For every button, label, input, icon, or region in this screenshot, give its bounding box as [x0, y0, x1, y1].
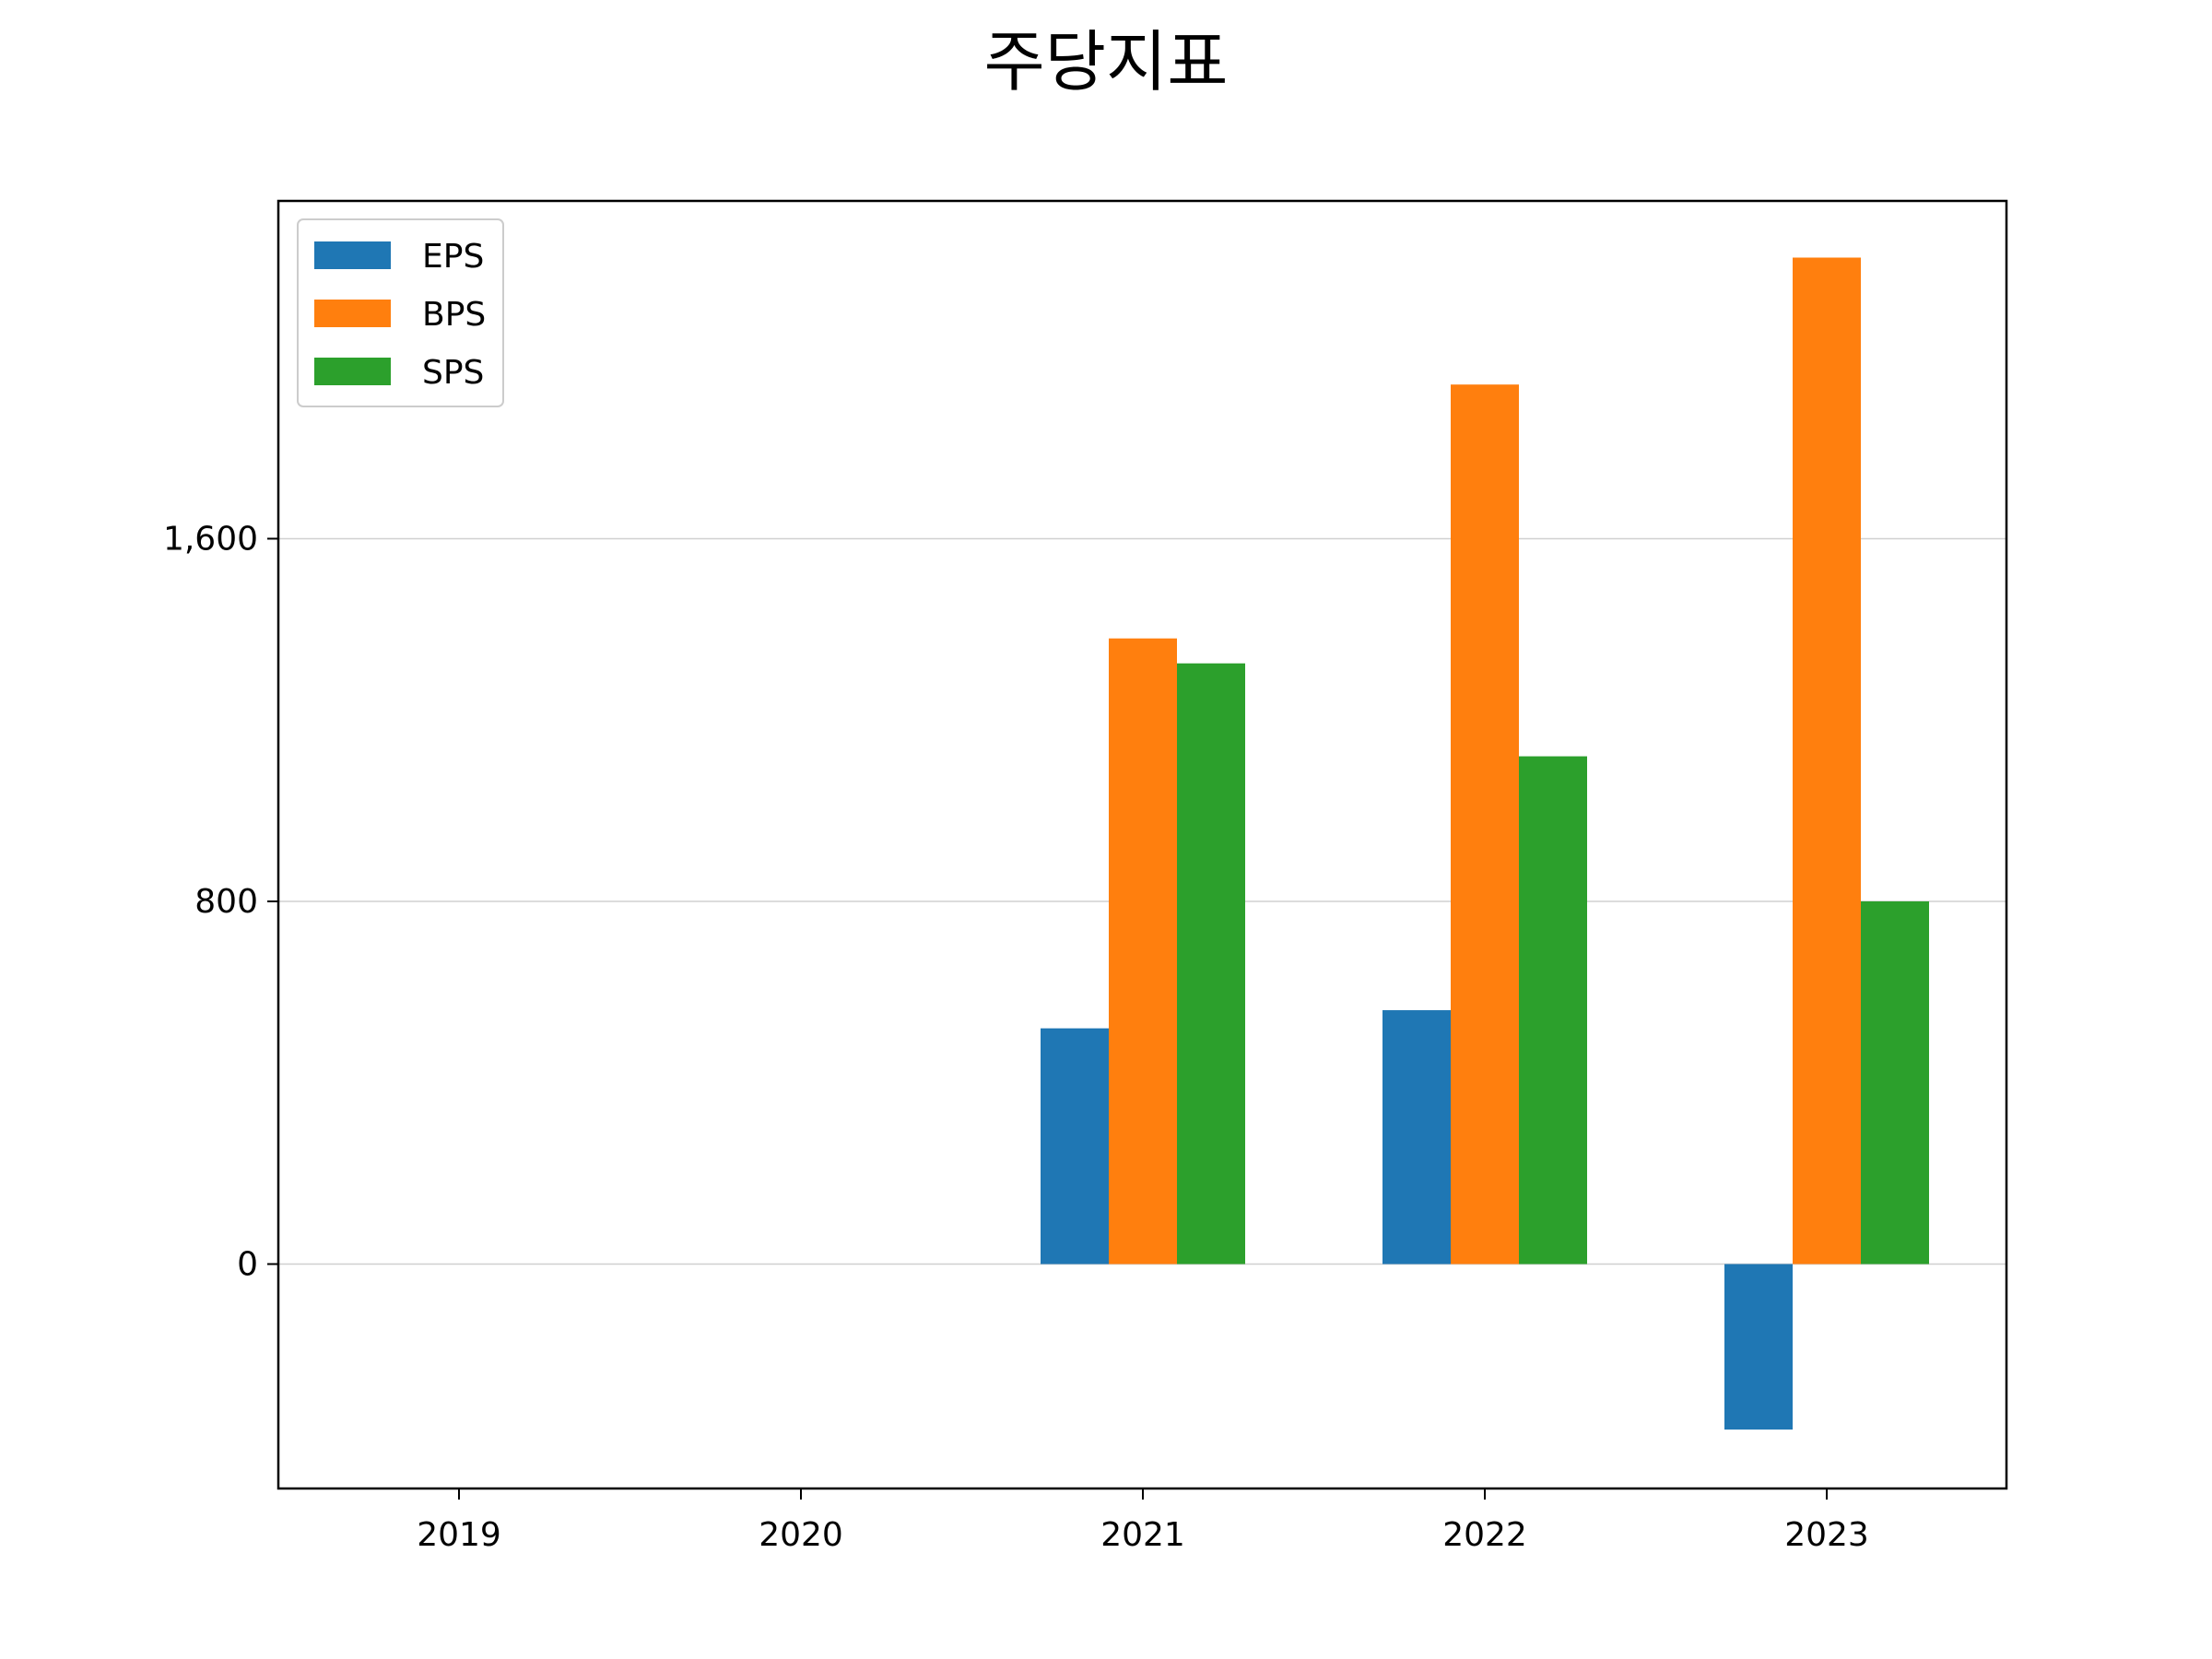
legend-label-bps: BPS: [422, 296, 486, 334]
bars: [1041, 257, 1929, 1430]
legend: EPS BPS SPS: [297, 218, 504, 407]
y-tick-label: 0: [237, 1246, 258, 1284]
bar-bps-2021: [1109, 638, 1177, 1265]
y-tick-label: 800: [194, 883, 258, 921]
x-tick-label: 2020: [759, 1516, 843, 1554]
bar-eps-2023: [1724, 1264, 1793, 1430]
x-tick-label: 2019: [417, 1516, 501, 1554]
chart-title: 주당지표: [984, 23, 1229, 100]
legend-label-sps: SPS: [422, 354, 484, 392]
x-axis: 2019 2020 2021 2022 2023: [417, 1488, 1869, 1554]
bar-sps-2021: [1177, 663, 1245, 1265]
x-tick-label: 2022: [1442, 1516, 1527, 1554]
bar-bps-2023: [1793, 257, 1861, 1265]
legend-swatch-sps: [314, 358, 391, 385]
bar-bps-2022: [1451, 384, 1519, 1265]
legend-swatch-eps: [314, 241, 391, 269]
bar-sps-2022: [1519, 756, 1587, 1265]
legend-label-eps: EPS: [422, 238, 484, 276]
legend-swatch-bps: [314, 300, 391, 327]
bar-eps-2021: [1041, 1028, 1109, 1265]
y-tick-label: 1,600: [163, 520, 258, 558]
y-axis: 0 800 1,600: [163, 520, 278, 1284]
x-tick-label: 2023: [1784, 1516, 1869, 1554]
bar-eps-2022: [1382, 1010, 1451, 1265]
bar-sps-2023: [1861, 900, 1929, 1265]
x-tick-label: 2021: [1100, 1516, 1185, 1554]
